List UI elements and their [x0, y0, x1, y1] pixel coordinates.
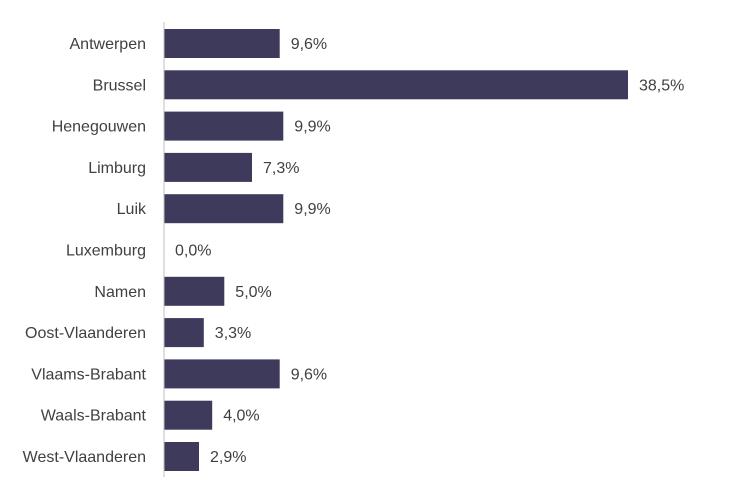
bar-limburg	[164, 152, 252, 182]
category-label: Oost-Vlaanderen	[25, 325, 146, 342]
bar-west-vlaanderen	[164, 442, 199, 471]
bar-luik	[164, 194, 284, 224]
value-label: 0,0%	[175, 243, 211, 260]
category-label: Luik	[117, 201, 147, 218]
value-labels-group: 9,6% 38,5% 9,9% 7,3% 9,9% 0,0% 5,0% 3,3% 9,6% 4,0…	[175, 36, 684, 466]
category-label: Namen	[94, 284, 146, 301]
bars-group	[164, 29, 628, 471]
category-label: Limburg	[88, 160, 146, 177]
bar-brussel	[164, 70, 628, 100]
bar-henegouwen	[164, 111, 284, 141]
value-label: 5,0%	[235, 284, 271, 301]
bar-vlaams-brabant	[164, 359, 280, 389]
category-label: Henegouwen	[52, 119, 146, 136]
value-label: 9,6%	[291, 36, 327, 53]
category-label: Antwerpen	[70, 36, 147, 53]
category-label: Waals-Brabant	[41, 408, 147, 425]
category-label: Vlaams-Brabant	[31, 366, 146, 383]
category-label: Brussel	[93, 77, 146, 94]
category-label: Luxemburg	[66, 243, 146, 260]
bar-namen	[164, 276, 225, 306]
value-label: 2,9%	[210, 449, 246, 466]
value-label: 9,9%	[294, 201, 330, 218]
bar-antwerpen	[164, 29, 280, 58]
value-label: 38,5%	[639, 77, 684, 94]
bar-waals-brabant	[164, 400, 213, 430]
category-labels-group: Antwerpen Brussel Henegouwen Limburg Luik Lux…	[23, 36, 147, 466]
value-label: 9,6%	[291, 366, 327, 383]
bar-oost-vlaanderen	[164, 318, 204, 348]
value-label: 7,3%	[263, 160, 299, 177]
category-label: West-Vlaanderen	[23, 449, 146, 466]
value-label: 4,0%	[223, 408, 259, 425]
value-label: 9,9%	[294, 119, 330, 136]
value-label: 3,3%	[215, 325, 251, 342]
